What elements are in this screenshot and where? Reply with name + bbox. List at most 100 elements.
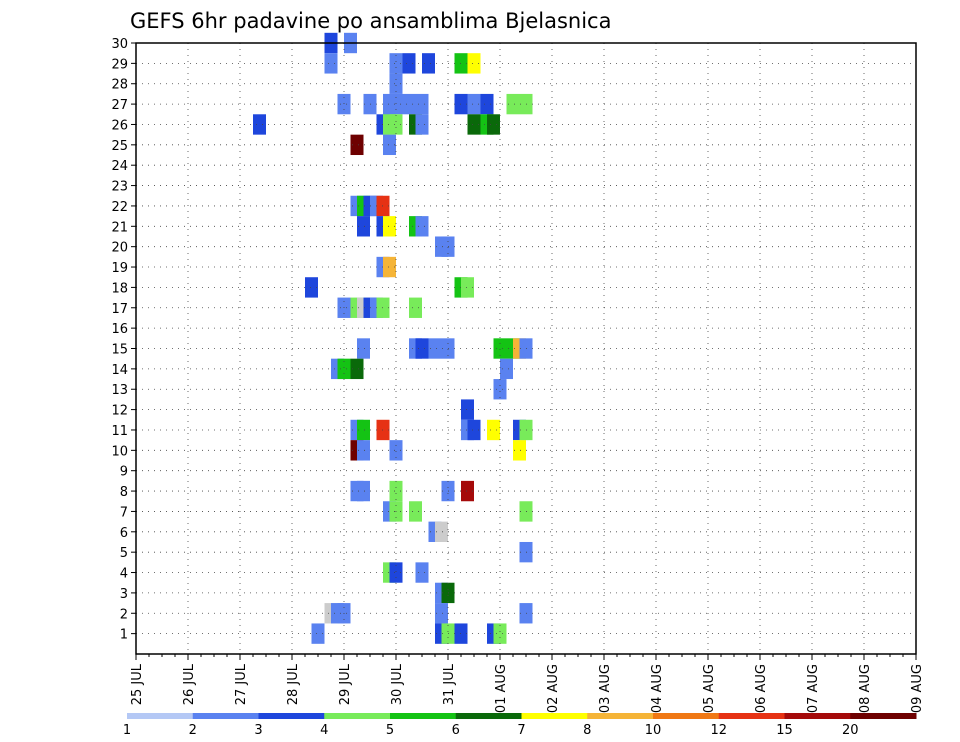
y-tick-label: 30 bbox=[111, 37, 128, 52]
legend-label: 20 bbox=[842, 723, 859, 738]
x-tick-label: 28 JUL bbox=[286, 663, 301, 705]
precip-cell bbox=[461, 277, 474, 298]
x-tick-label: 01 AUG bbox=[494, 664, 509, 713]
y-tick-label: 15 bbox=[111, 343, 128, 358]
y-tick-label: 29 bbox=[111, 57, 128, 72]
x-tick-label: 25 JUL bbox=[130, 663, 145, 705]
precip-cell bbox=[402, 53, 416, 74]
precip-cell bbox=[493, 379, 507, 400]
y-tick-label: 3 bbox=[120, 587, 128, 602]
y-tick-label: 28 bbox=[111, 78, 128, 93]
x-tick-label: 30 JUL bbox=[390, 663, 405, 705]
precip-cell bbox=[493, 623, 507, 644]
x-tick-label: 03 AUG bbox=[598, 664, 613, 713]
precip-cell bbox=[461, 480, 474, 502]
precip-cell bbox=[467, 114, 481, 135]
y-tick-label: 11 bbox=[111, 424, 128, 439]
precip-cell bbox=[513, 440, 526, 461]
x-tick-label: 07 AUG bbox=[806, 664, 821, 713]
y-tick-label: 22 bbox=[111, 200, 128, 215]
chart-title: GEFS 6hr padavine po ansamblima Bjelasni… bbox=[130, 9, 611, 33]
y-tick-label: 5 bbox=[120, 546, 128, 561]
legend-swatch bbox=[455, 713, 522, 719]
precip-cell bbox=[389, 562, 403, 583]
y-tick-label: 24 bbox=[111, 159, 128, 174]
precip-cell bbox=[357, 440, 370, 461]
legend-swatch bbox=[850, 713, 917, 719]
precip-cell bbox=[324, 53, 338, 74]
precip-cell bbox=[500, 358, 513, 380]
precip-cell bbox=[305, 277, 318, 298]
x-tick-label: 26 JUL bbox=[182, 663, 197, 705]
x-axis-ticks: 25 JUL 26 JUL 27 JUL 28 JUL 29 JUL 30 JUL 31 J… bbox=[130, 654, 925, 713]
legend-label: 2 bbox=[189, 723, 197, 738]
grid-lines bbox=[136, 42, 917, 654]
x-tick-label: 05 AUG bbox=[702, 664, 717, 713]
precip-cells bbox=[253, 32, 533, 644]
precip-cell bbox=[389, 73, 403, 94]
precip-cell bbox=[428, 338, 442, 359]
legend-label: 5 bbox=[386, 723, 394, 738]
color-legend: 1 2 3 4 5 6 7 8 10 12 15 20 bbox=[123, 713, 917, 738]
precip-cell bbox=[350, 358, 364, 380]
precip-cell bbox=[337, 93, 351, 115]
y-tick-label: 7 bbox=[120, 505, 128, 520]
y-tick-label: 1 bbox=[120, 628, 128, 643]
legend-swatch bbox=[587, 713, 654, 719]
precip-cell bbox=[357, 419, 370, 441]
x-tick-label: 09 AUG bbox=[910, 664, 925, 713]
precip-cell bbox=[467, 53, 481, 74]
legend-swatch bbox=[192, 713, 259, 719]
y-tick-label: 20 bbox=[111, 241, 128, 256]
precip-cell bbox=[357, 480, 370, 502]
y-tick-label: 6 bbox=[120, 526, 128, 541]
y-tick-label: 25 bbox=[111, 139, 128, 154]
legend-swatch bbox=[718, 713, 785, 719]
y-tick-label: 12 bbox=[111, 404, 128, 419]
x-tick-label: 06 AUG bbox=[754, 664, 769, 713]
legend-label: 1 bbox=[123, 723, 131, 738]
precip-cell bbox=[409, 501, 422, 522]
y-tick-label: 2 bbox=[120, 607, 128, 622]
precip-cell bbox=[389, 93, 403, 115]
precip-cell bbox=[311, 623, 325, 644]
y-tick-label: 23 bbox=[111, 180, 128, 195]
legend-swatch bbox=[784, 713, 851, 719]
precip-cell bbox=[389, 53, 403, 74]
legend-swatch bbox=[324, 713, 391, 719]
legend-label: 10 bbox=[645, 723, 662, 738]
y-tick-label: 9 bbox=[120, 465, 128, 480]
legend-label: 15 bbox=[776, 723, 793, 738]
legend-label: 4 bbox=[320, 723, 328, 738]
precip-cell bbox=[487, 419, 500, 441]
y-tick-label: 18 bbox=[111, 281, 128, 296]
x-tick-label: 29 JUL bbox=[338, 663, 353, 705]
y-axis-ticks: 1234567891011121314151617181920212223242… bbox=[111, 37, 136, 643]
legend-swatch bbox=[521, 713, 588, 719]
precip-cell bbox=[435, 603, 448, 624]
precip-cell bbox=[383, 256, 396, 278]
precip-cell bbox=[389, 440, 403, 461]
y-tick-label: 4 bbox=[120, 567, 128, 582]
precip-cell bbox=[480, 93, 494, 115]
precip-cell bbox=[350, 134, 364, 156]
legend-label: 3 bbox=[254, 723, 262, 738]
precip-cell bbox=[337, 358, 351, 380]
y-tick-label: 27 bbox=[111, 98, 128, 113]
precip-cell bbox=[422, 53, 435, 74]
legend-label: 6 bbox=[452, 723, 460, 738]
precip-cell bbox=[357, 216, 370, 237]
legend-swatch bbox=[653, 713, 720, 719]
precip-cell bbox=[415, 93, 429, 115]
x-tick-label: 04 AUG bbox=[650, 664, 665, 713]
precip-cell bbox=[487, 114, 500, 135]
y-tick-label: 10 bbox=[111, 444, 128, 459]
precip-cell bbox=[357, 338, 370, 359]
y-tick-label: 13 bbox=[111, 383, 128, 398]
legend-label: 7 bbox=[517, 723, 525, 738]
precip-cell bbox=[389, 480, 403, 502]
y-tick-label: 14 bbox=[111, 363, 128, 378]
precip-cell bbox=[415, 114, 429, 135]
